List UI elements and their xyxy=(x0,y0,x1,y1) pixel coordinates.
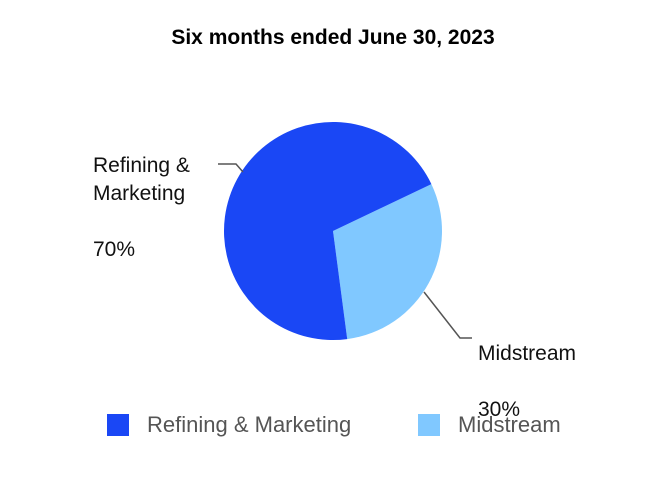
legend-label: Midstream xyxy=(458,412,561,437)
legend-swatch xyxy=(418,414,440,436)
slice-label-refining-marketing: Refining & Marketing 70% xyxy=(93,124,190,264)
chart-title: Six months ended June 30, 2023 xyxy=(171,26,495,49)
leader-line-midstream xyxy=(423,291,472,339)
slice-label-midstream: Midstream 30% xyxy=(478,312,576,424)
slice-percent: 30% xyxy=(478,398,521,421)
legend: Refining & Marketing Midstream xyxy=(0,412,666,444)
pie-slice-midstream xyxy=(333,184,442,340)
legend-item-refining-marketing: Refining & Marketing xyxy=(107,412,351,438)
legend-item-midstream: Midstream xyxy=(418,412,561,438)
pie-slice-refining-marketing xyxy=(223,121,432,340)
legend-swatch xyxy=(107,414,129,436)
slice-percent: 70% xyxy=(93,238,136,261)
legend-label: Refining & Marketing xyxy=(147,412,352,437)
slice-name: Refining & Marketing xyxy=(93,154,190,205)
slice-name: Midstream xyxy=(478,342,577,365)
leader-line-refining-marketing xyxy=(218,163,244,173)
